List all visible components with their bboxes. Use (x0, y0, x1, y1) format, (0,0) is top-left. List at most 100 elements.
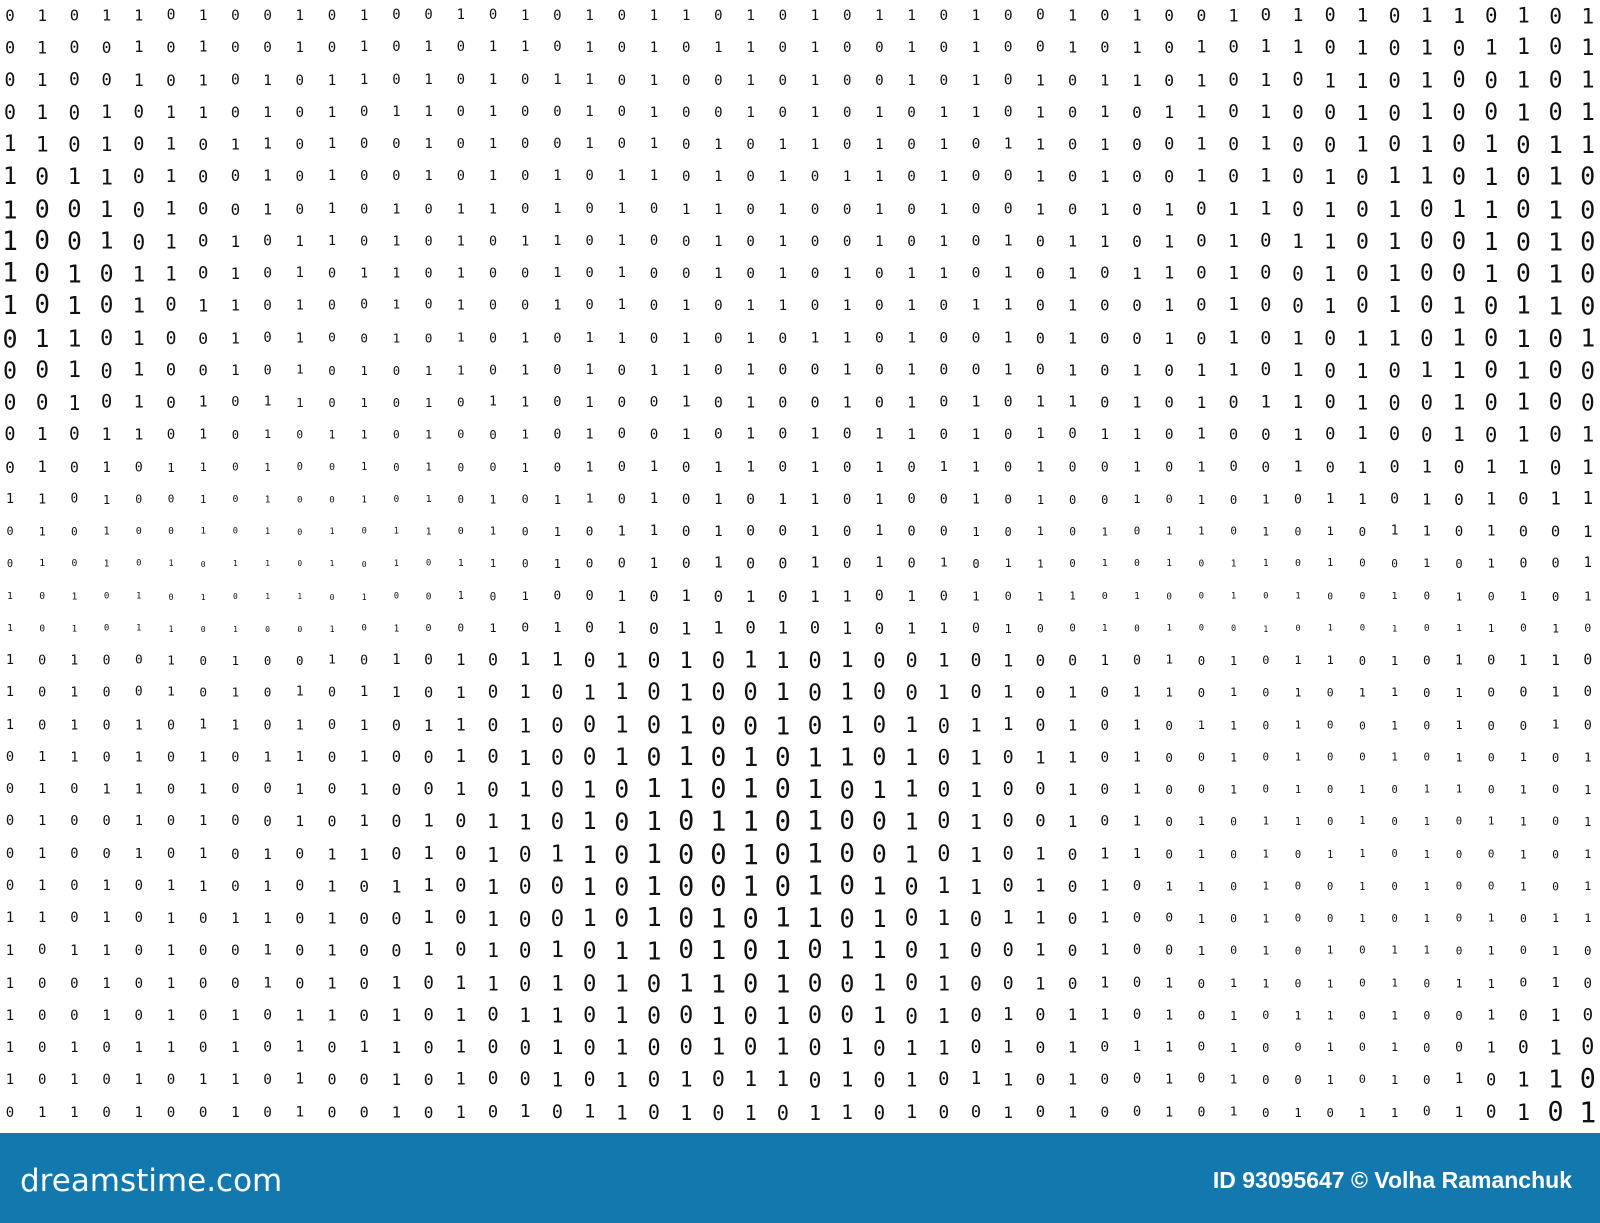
binary-digit: 0 (1292, 101, 1304, 124)
binary-digit: 0 (1454, 523, 1464, 540)
binary-digit: 0 (5, 457, 15, 477)
binary-digit: 1 (1420, 67, 1434, 93)
binary-digit: 1 (264, 427, 272, 442)
binary-digit: 1 (518, 809, 532, 835)
binary-digit: 0 (1164, 38, 1175, 58)
binary-digit: 1 (585, 459, 594, 475)
binary-digit: 1 (1100, 135, 1110, 155)
binary-digit: 1 (361, 494, 368, 506)
binary-digit: 0 (166, 6, 176, 24)
binary-digit: 0 (102, 717, 111, 733)
binary-digit: 0 (810, 233, 820, 250)
binary-digit: 0 (1196, 295, 1207, 316)
binary-digit: 1 (455, 1004, 467, 1026)
binary-digit: 1 (1229, 1071, 1238, 1087)
binary-digit: 1 (99, 196, 114, 223)
binary-digit: 1 (1387, 260, 1402, 287)
binary-digit: 0 (647, 679, 661, 706)
binary-digit: 0 (360, 653, 369, 669)
binary-digit: 1 (1100, 167, 1110, 187)
binary-digit: 0 (1228, 37, 1239, 58)
binary-digit: 0 (231, 975, 240, 992)
binary-digit: 1 (615, 1100, 628, 1124)
binary-digit: 1 (1067, 264, 1078, 283)
binary-digit: 0 (649, 393, 659, 411)
binary-digit: 0 (614, 839, 630, 869)
binary-digit: 1 (553, 557, 562, 572)
binary-digit: 0 (1003, 200, 1013, 218)
binary-digit: 0 (1197, 749, 1205, 764)
binary-digit: 1 (295, 781, 305, 798)
binary-digit: 1 (550, 841, 565, 868)
binary-digit: 0 (550, 809, 565, 835)
binary-digit: 0 (1260, 295, 1272, 316)
binary-digit: 0 (742, 903, 759, 935)
binary-digit: 1 (1262, 525, 1270, 539)
binary-digit: 1 (778, 169, 788, 186)
binary-digit: 1 (1100, 877, 1110, 895)
binary-digit: 1 (1262, 975, 1270, 990)
binary-digit: 0 (1327, 783, 1334, 796)
binary-digit: 0 (970, 1036, 982, 1058)
binary-digit: 0 (778, 425, 788, 443)
binary-digit: 0 (34, 194, 50, 224)
binary-digit: 0 (132, 197, 145, 222)
binary-digit: 1 (1068, 38, 1078, 57)
binary-digit: 0 (456, 71, 465, 88)
binary-digit: 0 (231, 781, 240, 798)
binary-digit: 0 (1230, 847, 1237, 861)
binary-digit: 0 (1134, 558, 1140, 570)
binary-digit: 0 (649, 618, 659, 638)
binary-digit: 0 (1002, 940, 1014, 961)
binary-digit: 1 (456, 651, 466, 670)
binary-digit: 0 (5, 6, 15, 26)
binary-digit: 1 (742, 805, 759, 838)
binary-digit: 0 (5, 748, 15, 765)
binary-digit: 1 (1579, 1095, 1597, 1130)
binary-digit: 0 (1327, 880, 1334, 893)
binary-digit: 0 (1230, 911, 1238, 926)
binary-digit: 1 (1036, 492, 1045, 507)
binary-digit: 1 (1294, 718, 1302, 732)
binary-digit: 0 (1584, 620, 1592, 635)
binary-digit: 1 (167, 652, 175, 668)
binary-digit: 0 (872, 680, 886, 706)
binary-digit: 0 (1324, 100, 1337, 124)
binary-digit: 0 (808, 1067, 822, 1093)
binary-digit: 1 (296, 394, 304, 410)
binary-digit: 0 (521, 266, 530, 282)
binary-digit: 0 (37, 1072, 47, 1089)
binary-digit: 1 (1004, 556, 1012, 571)
binary-digit: 0 (35, 357, 50, 384)
binary-digit: 1 (1165, 1008, 1174, 1024)
binary-digit: 1 (360, 395, 368, 410)
binary-digit: 0 (359, 1102, 369, 1121)
binary-digit: 1 (839, 742, 855, 772)
binary-digit: 1 (972, 492, 980, 508)
binary-digit: 0 (198, 328, 209, 348)
binary-digit: 0 (972, 557, 980, 572)
binary-digit: 0 (392, 168, 401, 185)
binary-digit: 0 (905, 680, 918, 705)
binary-digit: 1 (906, 1101, 918, 1123)
binary-digit: 1 (1584, 846, 1592, 861)
binary-digit: 1 (519, 1101, 531, 1122)
binary-digit: 0 (713, 361, 723, 379)
binary-digit: 0 (295, 909, 305, 928)
binary-digit: 0 (745, 618, 756, 639)
binary-digit: 1 (937, 1036, 950, 1060)
binary-digit: 1 (1165, 1072, 1174, 1088)
binary-digit: 0 (711, 678, 726, 707)
binary-digit: 0 (1389, 457, 1400, 477)
binary-digit: 0 (617, 72, 627, 89)
binary-digit: 0 (1100, 685, 1110, 702)
binary-digit: 1 (295, 297, 304, 314)
binary-digit: 0 (969, 906, 983, 931)
binary-digit: 0 (585, 265, 594, 282)
binary-digit: 1 (1326, 490, 1335, 507)
binary-digit: 0 (455, 907, 467, 929)
binary-digit: 0 (1132, 1071, 1142, 1088)
binary-digit: 1 (392, 330, 401, 346)
binary-digit: 1 (1036, 426, 1045, 443)
binary-digit: 0 (939, 427, 949, 444)
